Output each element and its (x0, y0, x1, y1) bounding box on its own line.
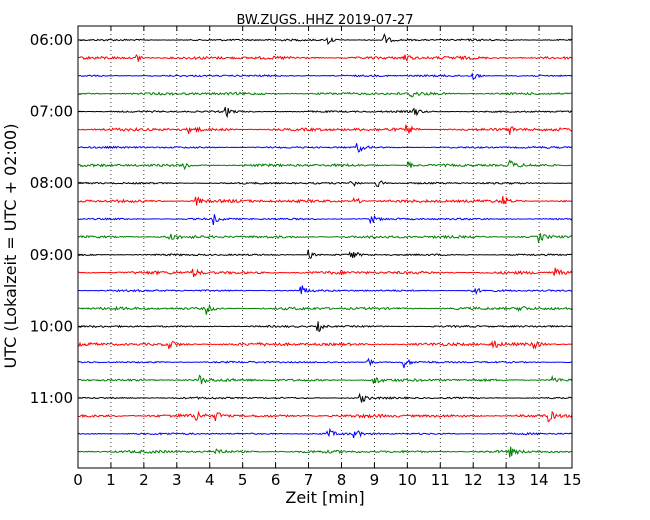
trace-08:30 (77, 214, 573, 226)
y-tick-label-11:00: 11:00 (30, 389, 73, 407)
x-axis-label: Zeit [min] (285, 488, 364, 507)
trace-07:15 (77, 124, 573, 135)
plot-frame (77, 25, 573, 469)
trace-10:00 (77, 321, 573, 333)
x-tick-label-7: 7 (304, 471, 314, 489)
x-tick-label-2: 2 (139, 471, 149, 489)
trace-08:15 (77, 195, 573, 206)
trace-09:15 (77, 267, 573, 278)
x-tick-label-15: 15 (562, 471, 581, 489)
y-tick-label-10:00: 10:00 (30, 317, 73, 335)
vertical-grid (110, 26, 540, 468)
y-tick-label-07:00: 07:00 (30, 103, 73, 121)
trace-07:30 (77, 143, 573, 153)
trace-09:00 (77, 249, 573, 259)
trace-08:00 (77, 180, 573, 188)
y-axis-ticks: 06:00 07:00 08:00 09:00 10:00 11:00 (30, 31, 83, 407)
seismogram-traces (77, 33, 573, 458)
trace-07:00 (77, 106, 573, 119)
chart-title: BW.ZUGS..HHZ 2019-07-27 (236, 13, 413, 28)
trace-09:45 (77, 303, 573, 315)
trace-09:30 (77, 285, 573, 296)
x-tick-label-0: 0 (73, 471, 83, 489)
trace-10:45 (77, 374, 573, 385)
trace-10:15 (77, 340, 573, 350)
trace-06:45 (77, 91, 573, 98)
x-tick-label-10: 10 (398, 471, 417, 489)
trace-11:00 (77, 392, 573, 403)
x-tick-label-8: 8 (337, 471, 347, 489)
y-tick-label-09:00: 09:00 (30, 246, 73, 264)
x-tick-label-14: 14 (530, 471, 549, 489)
x-tick-label-1: 1 (106, 471, 116, 489)
x-tick-label-4: 4 (205, 471, 215, 489)
x-axis-ticks: 0 1 2 3 4 5 6 7 8 9 10 11 12 13 14 15 (73, 26, 582, 489)
trace-11:45 (77, 446, 573, 458)
trace-06:00 (77, 33, 573, 46)
trace-10:30 (77, 357, 573, 369)
x-tick-label-13: 13 (497, 471, 516, 489)
x-tick-label-6: 6 (271, 471, 281, 489)
x-tick-label-5: 5 (238, 471, 248, 489)
x-tick-label-11: 11 (431, 471, 450, 489)
y-tick-label-08:00: 08:00 (30, 174, 73, 192)
trace-06:30 (77, 72, 573, 81)
trace-11:30 (77, 427, 573, 439)
y-tick-label-06:00: 06:00 (30, 31, 73, 49)
trace-07:45 (77, 159, 573, 171)
x-tick-label-3: 3 (172, 471, 182, 489)
x-tick-label-12: 12 (464, 471, 483, 489)
y-axis-label: UTC (Lokalzeit = UTC + 02:00) (1, 124, 20, 369)
trace-11:15 (77, 410, 573, 423)
trace-08:45 (77, 233, 573, 244)
x-tick-label-9: 9 (370, 471, 380, 489)
trace-06:15 (77, 54, 573, 62)
